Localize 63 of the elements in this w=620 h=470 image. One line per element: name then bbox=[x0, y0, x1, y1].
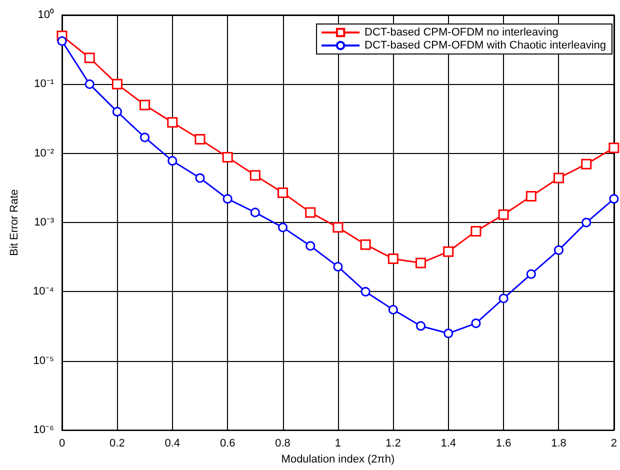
x-tick-label: 0 bbox=[58, 438, 66, 450]
point bbox=[444, 328, 454, 338]
y-tick-label: 10⁰ bbox=[38, 8, 54, 21]
point bbox=[388, 253, 398, 264]
point bbox=[278, 187, 288, 198]
point bbox=[333, 262, 343, 272]
y-tick-label: 10⁻⁶ bbox=[33, 424, 54, 436]
point bbox=[278, 222, 288, 232]
point bbox=[140, 100, 150, 110]
x-tick-label: 2 bbox=[610, 438, 618, 450]
y-tick-label: 10⁻³ bbox=[34, 216, 54, 229]
y-tick-label: 10⁻¹ bbox=[34, 78, 54, 90]
point bbox=[168, 156, 178, 166]
y-tick-label: 10⁻² bbox=[34, 147, 54, 160]
legend-label: DCT-based CPM-OFDM with Chaotic interleaving bbox=[364, 40, 606, 52]
point bbox=[167, 117, 178, 128]
x-tick-label: 1.6 bbox=[496, 438, 512, 450]
point bbox=[332, 222, 344, 233]
point bbox=[470, 226, 482, 236]
point bbox=[581, 158, 592, 170]
point bbox=[526, 269, 536, 279]
point bbox=[222, 152, 233, 162]
point bbox=[112, 106, 122, 116]
point bbox=[84, 79, 94, 89]
point bbox=[388, 304, 398, 314]
point bbox=[140, 132, 150, 142]
point bbox=[194, 134, 206, 144]
x-tick-label: 1.8 bbox=[551, 438, 566, 450]
point bbox=[195, 173, 205, 183]
y-tick-label: 10⁻⁴ bbox=[33, 286, 54, 298]
legend-label: DCT-based CPM-OFDM no interleaving bbox=[364, 26, 558, 38]
point bbox=[84, 52, 95, 64]
y-axis-title: Bit Error Rate bbox=[8, 189, 20, 256]
x-tick-label: 1.2 bbox=[386, 438, 401, 450]
x-axis-title: Modulation index (2πh) bbox=[281, 454, 395, 466]
y-tick-label: 10⁻⁵ bbox=[33, 354, 54, 367]
point bbox=[112, 78, 122, 90]
point bbox=[554, 245, 564, 255]
point bbox=[250, 170, 260, 181]
point bbox=[609, 194, 619, 204]
x-tick-label: 0.8 bbox=[275, 438, 290, 450]
point bbox=[250, 208, 260, 218]
point bbox=[443, 246, 454, 257]
point bbox=[306, 241, 316, 251]
point bbox=[360, 286, 370, 296]
point bbox=[553, 172, 564, 184]
point bbox=[416, 258, 426, 268]
point bbox=[526, 190, 536, 202]
x-tick-label: 0.4 bbox=[164, 438, 180, 450]
x-tick-label: 0.2 bbox=[110, 438, 125, 450]
point bbox=[360, 239, 371, 250]
x-tick-label: 1 bbox=[334, 438, 342, 450]
x-tick-label: 1.4 bbox=[440, 438, 456, 450]
point bbox=[416, 321, 426, 331]
point bbox=[498, 294, 508, 304]
point bbox=[608, 142, 620, 154]
point bbox=[471, 318, 481, 328]
x-tick-label: 0.6 bbox=[220, 438, 236, 450]
point bbox=[582, 218, 592, 228]
point bbox=[305, 207, 316, 218]
point bbox=[222, 194, 232, 204]
point bbox=[57, 36, 67, 46]
point bbox=[498, 209, 509, 220]
